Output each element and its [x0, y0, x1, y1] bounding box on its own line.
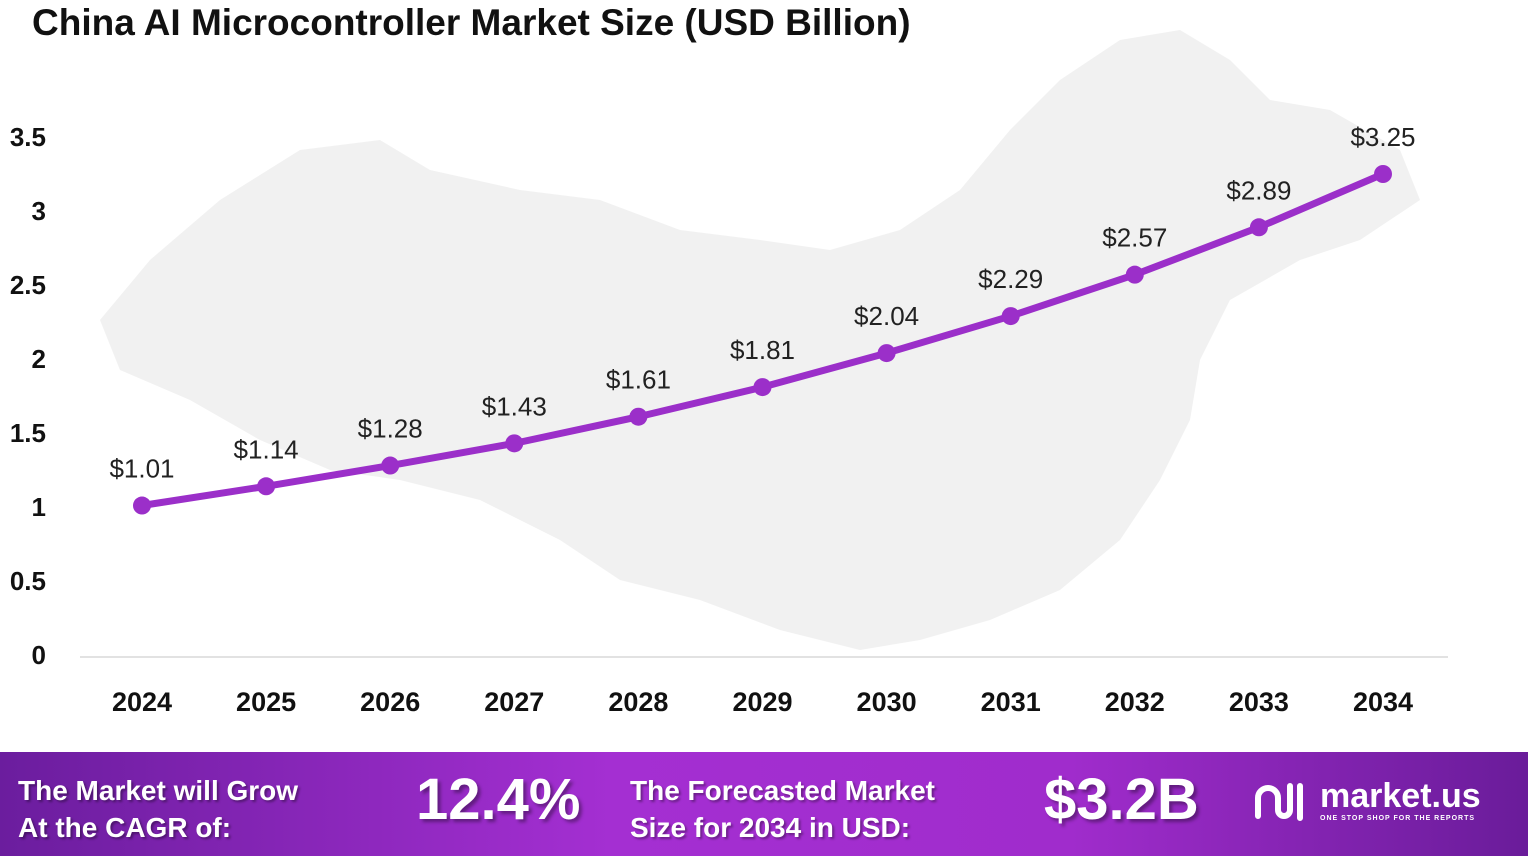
x-tick-label: 2031 — [981, 687, 1041, 717]
logo-name: market.us — [1320, 777, 1481, 815]
chart-title: China AI Microcontroller Market Size (US… — [32, 2, 911, 43]
data-label: $1.14 — [234, 434, 299, 464]
x-tick-label: 2032 — [1105, 687, 1165, 717]
x-tick-label: 2028 — [608, 687, 668, 717]
forecast-label-line1: The Forecasted Market — [630, 775, 935, 806]
x-tick-label: 2030 — [857, 687, 917, 717]
data-point — [1374, 165, 1392, 183]
x-tick-label: 2029 — [732, 687, 792, 717]
forecast-value: $3.2B — [1044, 767, 1199, 832]
x-tick-label: 2034 — [1353, 687, 1413, 717]
y-tick-label: 0 — [32, 640, 46, 670]
y-tick-label: 1.5 — [10, 418, 46, 448]
data-point — [629, 407, 648, 426]
data-label: $2.89 — [1226, 175, 1291, 205]
y-tick-label: 3 — [32, 196, 46, 226]
data-label: $1.81 — [730, 335, 795, 365]
data-label: $2.04 — [854, 301, 919, 331]
forecast-label-line2: Size for 2034 in USD: — [630, 812, 911, 843]
data-label: $1.28 — [358, 414, 423, 444]
summary-banner: The Market will Grow At the CAGR of: 12.… — [0, 752, 1528, 856]
data-point — [1001, 307, 1020, 326]
y-tick-label: 3.5 — [10, 122, 46, 152]
y-tick-label: 2 — [32, 344, 46, 374]
logo-tagline: ONE STOP SHOP FOR THE REPORTS — [1320, 815, 1476, 822]
market-us-logo-icon — [1255, 783, 1303, 821]
data-label: $1.01 — [109, 454, 174, 484]
x-tick-label: 2024 — [112, 687, 172, 717]
data-label: $2.57 — [1102, 223, 1167, 253]
data-label: $1.43 — [482, 391, 547, 421]
y-tick-label: 2.5 — [10, 270, 46, 300]
cagr-label-line2: At the CAGR of: — [18, 812, 232, 843]
x-tick-label: 2026 — [360, 687, 420, 717]
cagr-label-line1: The Market will Grow — [18, 775, 299, 806]
data-label: $3.25 — [1350, 122, 1415, 152]
y-tick-label: 0.5 — [10, 566, 46, 596]
data-point — [381, 456, 400, 475]
china-map-background — [100, 30, 1420, 650]
data-label: $2.29 — [978, 264, 1043, 294]
data-label: $1.61 — [606, 365, 671, 395]
data-point — [753, 378, 772, 397]
cagr-value: 12.4% — [416, 767, 581, 832]
data-point — [505, 434, 524, 453]
forecast-label: The Forecasted Market Size for 2034 in U… — [630, 772, 935, 846]
data-point — [133, 496, 151, 515]
x-tick-label: 2027 — [484, 687, 544, 717]
data-point — [257, 477, 276, 496]
data-point — [1125, 265, 1144, 284]
cagr-label: The Market will Grow At the CAGR of: — [18, 772, 298, 846]
x-tick-label: 2025 — [236, 687, 296, 717]
y-tick-label: 1 — [32, 492, 46, 522]
market-us-logo: market.us ONE STOP SHOP FOR THE REPORTS — [1252, 776, 1481, 826]
x-tick-label: 2033 — [1229, 687, 1289, 717]
data-point — [877, 344, 896, 363]
data-point — [1249, 218, 1268, 237]
